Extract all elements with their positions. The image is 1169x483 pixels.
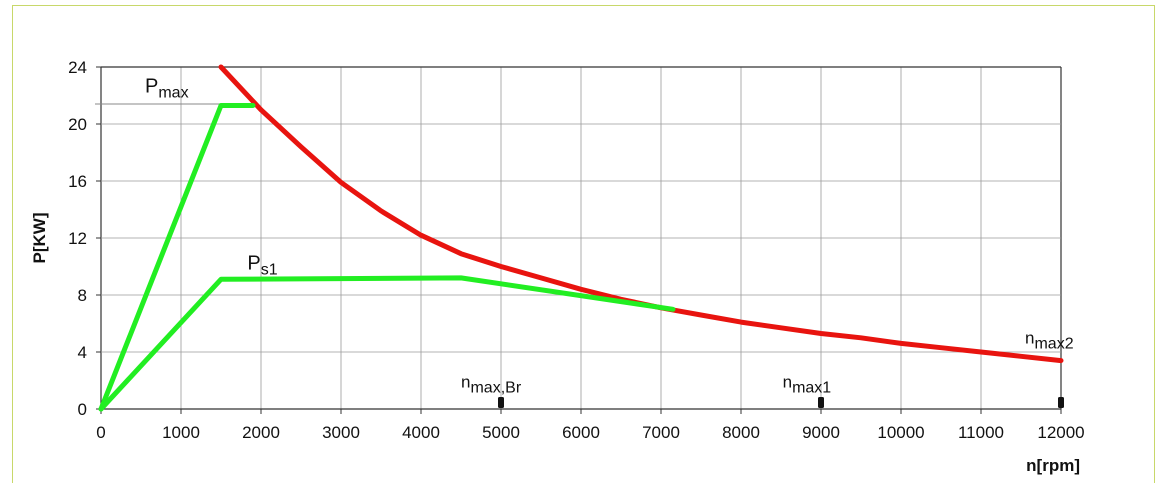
x-tick-label: 1000	[162, 423, 200, 442]
grid	[96, 66, 1062, 414]
speed-limit-marker	[1058, 397, 1064, 408]
y-tick-label: 16	[68, 172, 87, 191]
chart-frame	[12, 5, 1155, 483]
y-axis-label: P[KW]	[30, 213, 49, 264]
marker-group	[498, 397, 1064, 408]
y-tick-label: 12	[68, 229, 87, 248]
y-tick-label: 0	[78, 400, 87, 419]
annotation-label: nmax2	[1025, 328, 1074, 352]
series-line-2	[98, 103, 256, 412]
series-line-3	[98, 275, 676, 412]
annotation-label: Ps1	[247, 252, 277, 278]
y-tick-label: 20	[68, 115, 87, 134]
series-group	[98, 64, 1064, 412]
annotation-label: nmax,Br	[461, 373, 522, 397]
x-tick-label: 11000	[958, 423, 1004, 442]
annotation-label: Pmax	[145, 76, 189, 102]
y-tick-label: 24	[68, 58, 87, 77]
speed-limit-marker	[818, 397, 824, 408]
annotation-label: nmax1	[783, 373, 832, 397]
y-tick-label: 8	[78, 286, 87, 305]
x-tick-label: 5000	[482, 423, 520, 442]
x-tick-label: 6000	[562, 423, 600, 442]
annotations: Pmax Ps1 nmax,Br nmax1 nmax2	[145, 76, 1074, 397]
speed-limit-marker	[498, 397, 504, 408]
x-axis-label: n[rpm]	[1026, 456, 1080, 475]
x-tick-label: 8000	[722, 423, 760, 442]
x-tick-label: 7000	[642, 423, 680, 442]
y-tick-label: 4	[78, 343, 87, 362]
x-tick-label: 12000	[1037, 423, 1084, 442]
x-tick-label: 10000	[877, 423, 924, 442]
tick-labels: 0 1000 2000 3000 4000 5000 6000 7000 8000 9000 100…	[68, 58, 1085, 442]
x-tick-label: 2000	[242, 423, 280, 442]
x-tick-label: 9000	[802, 423, 840, 442]
x-tick-label: 3000	[322, 423, 360, 442]
series-line-1	[218, 64, 1064, 364]
x-tick-label: 4000	[402, 423, 440, 442]
x-tick-label: 0	[96, 423, 105, 442]
